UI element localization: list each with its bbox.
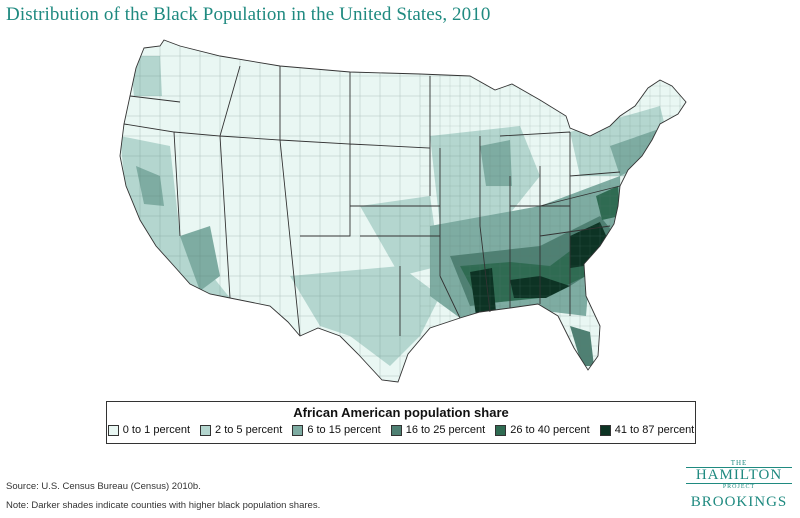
legend-swatch — [200, 424, 212, 436]
legend-label: 16 to 25 percent — [405, 424, 486, 436]
legend-items: 0 to 1 percent 2 to 5 percent 6 to 15 pe… — [107, 424, 695, 436]
state-borders — [119, 39, 687, 383]
map-svg — [119, 39, 687, 383]
legend-swatch — [107, 424, 119, 436]
legend-swatch — [390, 424, 402, 436]
region-chicago — [480, 140, 512, 186]
region-carolinas — [570, 222, 608, 268]
legend-label: 2 to 5 percent — [215, 424, 283, 436]
legend-item-26-40: 26 to 40 percent — [495, 424, 590, 436]
legend-item-41-87: 41 to 87 percent — [599, 424, 695, 436]
logo-hamilton: HAMILTON — [686, 467, 792, 484]
region-mid-atlantic — [610, 130, 660, 176]
legend-item-0-1: 0 to 1 percent — [107, 424, 191, 436]
legend-item-2-5: 2 to 5 percent — [200, 424, 282, 436]
us-county-map — [100, 36, 700, 398]
legend-item-6-15: 6 to 15 percent — [292, 424, 381, 436]
region-black-belt-outer — [460, 236, 604, 304]
legend-label: 0 to 1 percent — [122, 424, 191, 436]
legend-item-16-25: 16 to 25 percent — [390, 424, 486, 436]
legend-label: 41 to 87 percent — [614, 424, 695, 436]
legend-title: African American population share — [293, 405, 509, 420]
shading-note: Note: Darker shades indicate counties wi… — [6, 500, 321, 511]
logo-brookings: BROOKINGS — [690, 494, 788, 510]
map-title: Distribution of the Black Population in … — [6, 4, 491, 25]
legend-swatch — [495, 424, 507, 436]
hamilton-brookings-logo: THE HAMILTON PROJECT BROOKINGS — [686, 460, 792, 511]
map-legend: African American population share 0 to 1… — [106, 401, 696, 444]
legend-swatch — [599, 424, 611, 436]
legend-label: 26 to 40 percent — [510, 424, 590, 436]
map-regions — [120, 40, 686, 382]
logo-project: PROJECT — [722, 484, 756, 490]
logo-the: THE — [730, 459, 748, 467]
region-virginia — [596, 186, 620, 220]
legend-swatch — [292, 424, 304, 436]
legend-label: 6 to 15 percent — [307, 424, 381, 436]
source-note: Source: U.S. Census Bureau (Census) 2010… — [6, 481, 201, 492]
